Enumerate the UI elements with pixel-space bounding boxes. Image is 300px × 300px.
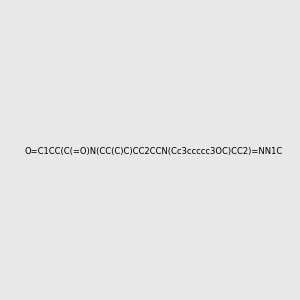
Text: O=C1CC(C(=O)N(CC(C)C)CC2CCN(Cc3ccccc3OC)CC2)=NN1C: O=C1CC(C(=O)N(CC(C)C)CC2CCN(Cc3ccccc3OC)…: [25, 147, 283, 156]
